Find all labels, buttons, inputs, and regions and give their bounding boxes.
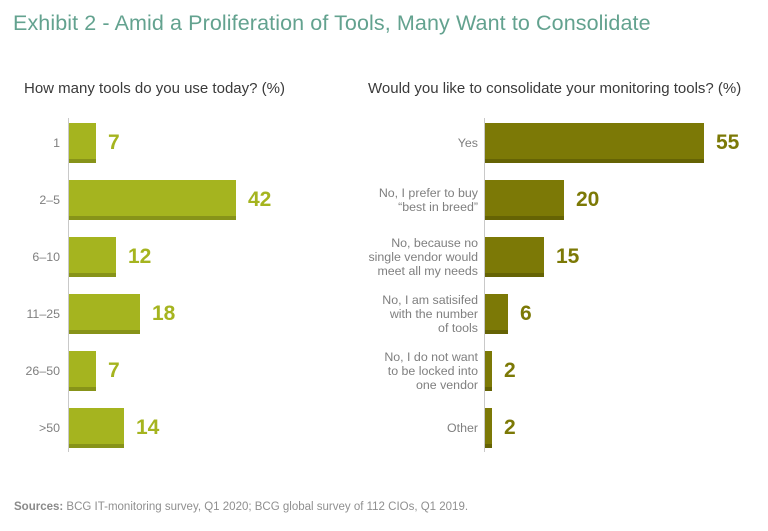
bar-row: No, because no single vendor would meet … <box>368 236 768 278</box>
value-label: 14 <box>136 416 160 439</box>
chart-consolidate: Would you like to consolidate your monit… <box>368 80 768 452</box>
chart-tools-count-title: How many tools do you use today? (%) <box>24 80 285 97</box>
category-label: Yes <box>457 136 478 150</box>
chart-tools-count-plot: 1 7 2–5 42 6–10 12 11–25 18 26–50 <box>0 118 368 452</box>
value-label: 18 <box>152 302 176 325</box>
bar-row: Other 2 <box>368 408 768 448</box>
bar-row: No, I do not want to be locked into one … <box>368 350 768 392</box>
bar-row: 26–50 7 <box>0 351 368 391</box>
value-label: 15 <box>556 245 580 268</box>
value-label: 7 <box>108 359 120 382</box>
bar-row: 6–10 12 <box>0 237 368 277</box>
value-label: 12 <box>128 245 152 268</box>
value-label: 42 <box>248 188 272 211</box>
bar <box>484 351 492 391</box>
category-label: >50 <box>38 421 60 435</box>
exhibit-title: Exhibit 2 - Amid a Proliferation of Tool… <box>13 11 651 35</box>
category-label: 26–50 <box>25 364 60 378</box>
chart-consolidate-plot: Yes 55 No, I prefer to buy “best in bree… <box>368 118 768 452</box>
bar <box>68 123 96 163</box>
bar <box>68 294 140 334</box>
sources-note: Sources: BCG IT-monitoring survey, Q1 20… <box>14 501 468 513</box>
value-label: 2 <box>504 359 516 382</box>
chart-consolidate-title: Would you like to consolidate your monit… <box>368 80 742 97</box>
bar <box>484 294 508 334</box>
bar-row: Yes 55 <box>368 123 768 163</box>
value-label: 2 <box>504 416 516 439</box>
category-label: No, I am satisifed with the number of to… <box>382 293 478 335</box>
sources-label: Sources: <box>14 501 64 513</box>
value-label: 6 <box>520 302 532 325</box>
bar <box>484 180 564 220</box>
bar <box>68 237 116 277</box>
category-label: No, because no single vendor would meet … <box>368 236 478 278</box>
bar-row: >50 14 <box>0 408 368 448</box>
category-label: 2–5 <box>39 193 60 207</box>
bar-row: 2–5 42 <box>0 180 368 220</box>
category-label: 6–10 <box>32 250 60 264</box>
category-label: 1 <box>53 136 60 150</box>
category-label: 11–25 <box>26 307 60 321</box>
value-label: 7 <box>108 131 120 154</box>
bar <box>484 123 704 163</box>
bar <box>484 237 544 277</box>
bar <box>68 351 96 391</box>
bar-row: 1 7 <box>0 123 368 163</box>
bar-row: No, I prefer to buy “best in breed” 20 <box>368 180 768 220</box>
bar-row: 11–25 18 <box>0 294 368 334</box>
value-label: 20 <box>576 188 600 211</box>
category-label: No, I prefer to buy “best in breed” <box>378 186 478 214</box>
value-label: 55 <box>716 131 740 154</box>
bar <box>68 180 236 220</box>
bar <box>68 408 124 448</box>
bar <box>484 408 492 448</box>
chart-tools-count: How many tools do you use today? (%) 1 7… <box>0 80 368 452</box>
sources-text: BCG IT-monitoring survey, Q1 2020; BCG g… <box>63 501 469 513</box>
category-label: No, I do not want to be locked into one … <box>384 350 478 392</box>
category-label: Other <box>447 421 478 435</box>
bar-row: No, I am satisifed with the number of to… <box>368 293 768 335</box>
